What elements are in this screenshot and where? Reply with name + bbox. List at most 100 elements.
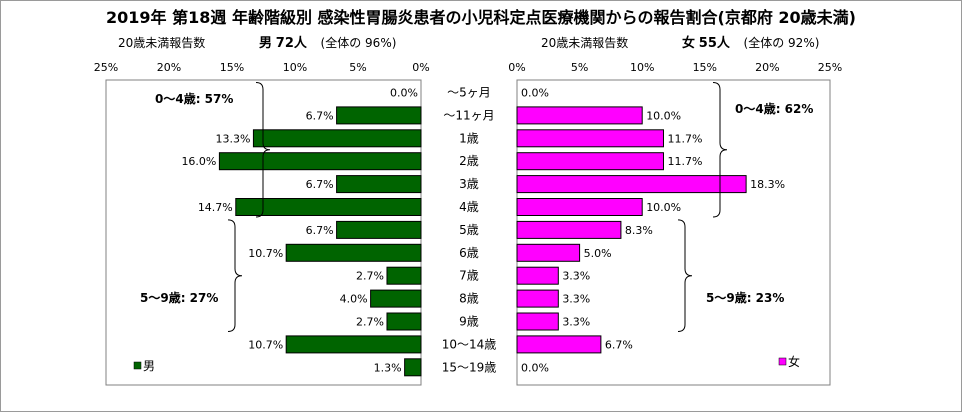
female-data-label: 6.7% bbox=[605, 338, 633, 351]
category-label: ～5ヶ月 bbox=[447, 86, 491, 100]
male-data-label: 4.0% bbox=[340, 293, 368, 306]
male-data-label: 6.7% bbox=[306, 109, 334, 122]
male-data-label: 13.3% bbox=[215, 132, 250, 145]
male-data-label: 16.0% bbox=[181, 155, 216, 168]
male-bar bbox=[386, 266, 422, 285]
female-brace-5-9 bbox=[677, 219, 693, 332]
right-tick-label: 10% bbox=[630, 61, 654, 74]
left-axis-title: 20歳未満報告数 bbox=[118, 36, 206, 50]
right-tick-label: 25% bbox=[818, 61, 842, 74]
right-header: 20歳未満報告数 女 55人 (全体の 92%) bbox=[541, 32, 819, 51]
female-bar bbox=[516, 312, 559, 331]
left-tick-label: 25% bbox=[94, 61, 118, 74]
category-label: 8歳 bbox=[459, 292, 479, 306]
male-data-label: 1.3% bbox=[374, 361, 402, 374]
chart-title: 2019年 第18週 年齢階級別 感染性胃腸炎患者の小児科定点医療機関からの報告… bbox=[106, 8, 856, 27]
right-tick-label: 15% bbox=[693, 61, 717, 74]
male-data-label: 10.7% bbox=[248, 338, 283, 351]
female-annotation-0-4: 0～4歳: 62% bbox=[735, 101, 813, 116]
left-tick-label: 10% bbox=[283, 61, 307, 74]
male-bar bbox=[336, 106, 422, 125]
female-legend-label: 女 bbox=[788, 354, 800, 369]
female-brace-0-4 bbox=[712, 82, 728, 218]
female-bar bbox=[516, 220, 622, 239]
male-annotation-0-4: 0～4歳: 57% bbox=[155, 91, 233, 106]
female-data-label: 10.0% bbox=[646, 201, 681, 214]
left-header: 20歳未満報告数 男 72人 (全体の 96%) bbox=[118, 32, 396, 51]
male-data-label: 6.7% bbox=[306, 178, 334, 191]
male-bar bbox=[386, 312, 422, 331]
female-legend-swatch bbox=[778, 357, 787, 366]
left-count: 72人 bbox=[275, 36, 307, 51]
male-legend-label: 男 bbox=[143, 359, 155, 373]
female-bar bbox=[516, 266, 559, 285]
female-bar bbox=[516, 243, 581, 262]
right-axis-title: 20歳未満報告数 bbox=[541, 36, 629, 50]
female-bar bbox=[516, 175, 747, 194]
male-bar bbox=[252, 129, 422, 148]
right-tick-label: 5% bbox=[571, 61, 588, 74]
right-count: 55人 bbox=[698, 36, 730, 51]
female-data-label: 3.3% bbox=[562, 293, 590, 306]
male-data-label: 2.7% bbox=[356, 316, 384, 329]
female-bar bbox=[516, 289, 559, 308]
right-sex-label: 女 bbox=[681, 36, 695, 51]
male-data-label: 10.7% bbox=[248, 247, 283, 260]
female-bar bbox=[516, 335, 602, 354]
category-label: 6歳 bbox=[459, 246, 479, 260]
category-label: 7歳 bbox=[459, 269, 479, 283]
male-annotation-5-9: 5～9歳: 27% bbox=[140, 290, 218, 305]
female-data-label: 0.0% bbox=[521, 87, 549, 100]
female-bar bbox=[516, 106, 643, 125]
male-bar bbox=[218, 152, 422, 171]
category-label: ～11ヶ月 bbox=[443, 108, 494, 122]
female-data-label: 5.0% bbox=[584, 247, 612, 260]
male-bar bbox=[404, 358, 422, 377]
category-label: 3歳 bbox=[459, 177, 479, 191]
category-label: 15～19歳 bbox=[442, 360, 497, 374]
male-data-label: 0.0% bbox=[390, 87, 418, 100]
male-brace-5-9 bbox=[227, 219, 243, 332]
category-label: 1歳 bbox=[459, 131, 479, 145]
female-data-label: 3.3% bbox=[562, 270, 590, 283]
category-label: 5歳 bbox=[459, 223, 479, 237]
category-label: 9歳 bbox=[459, 315, 479, 329]
left-tick-label: 20% bbox=[157, 61, 181, 74]
male-bar bbox=[336, 220, 422, 239]
male-bar bbox=[285, 243, 422, 262]
female-data-label: 8.3% bbox=[625, 224, 653, 237]
male-data-label: 14.7% bbox=[198, 201, 233, 214]
female-data-label: 11.7% bbox=[667, 132, 702, 145]
female-bar bbox=[516, 152, 664, 171]
female-data-label: 0.0% bbox=[521, 361, 549, 374]
right-share-prefix: (全体の bbox=[743, 36, 785, 50]
female-annotation-5-9: 5～9歳: 23% bbox=[706, 290, 784, 305]
male-bar bbox=[285, 335, 422, 354]
male-bar bbox=[235, 198, 422, 216]
male-bar bbox=[336, 175, 422, 194]
female-data-label: 3.3% bbox=[562, 316, 590, 329]
female-data-label: 10.0% bbox=[646, 109, 681, 122]
female-data-label: 18.3% bbox=[750, 178, 785, 191]
female-bar bbox=[516, 129, 664, 148]
left-share-value: 96%) bbox=[365, 36, 397, 50]
male-legend-swatch bbox=[133, 361, 142, 370]
male-brace-0-4 bbox=[255, 82, 271, 218]
male-data-label: 2.7% bbox=[356, 270, 384, 283]
male-bar bbox=[370, 289, 422, 308]
female-data-label: 11.7% bbox=[667, 155, 702, 168]
category-label: 2歳 bbox=[459, 154, 479, 168]
female-bar bbox=[516, 198, 643, 216]
left-sex-label: 男 bbox=[258, 36, 272, 51]
male-data-label: 6.7% bbox=[306, 224, 334, 237]
left-tick-label: 5% bbox=[349, 61, 366, 74]
left-tick-label: 0% bbox=[412, 61, 429, 74]
category-label: 10～14歳 bbox=[442, 337, 497, 351]
right-share-value: 92%) bbox=[788, 36, 820, 50]
right-tick-label: 20% bbox=[755, 61, 779, 74]
right-tick-label: 0% bbox=[508, 61, 525, 74]
left-tick-label: 15% bbox=[220, 61, 244, 74]
left-share-prefix: (全体の bbox=[320, 36, 362, 50]
